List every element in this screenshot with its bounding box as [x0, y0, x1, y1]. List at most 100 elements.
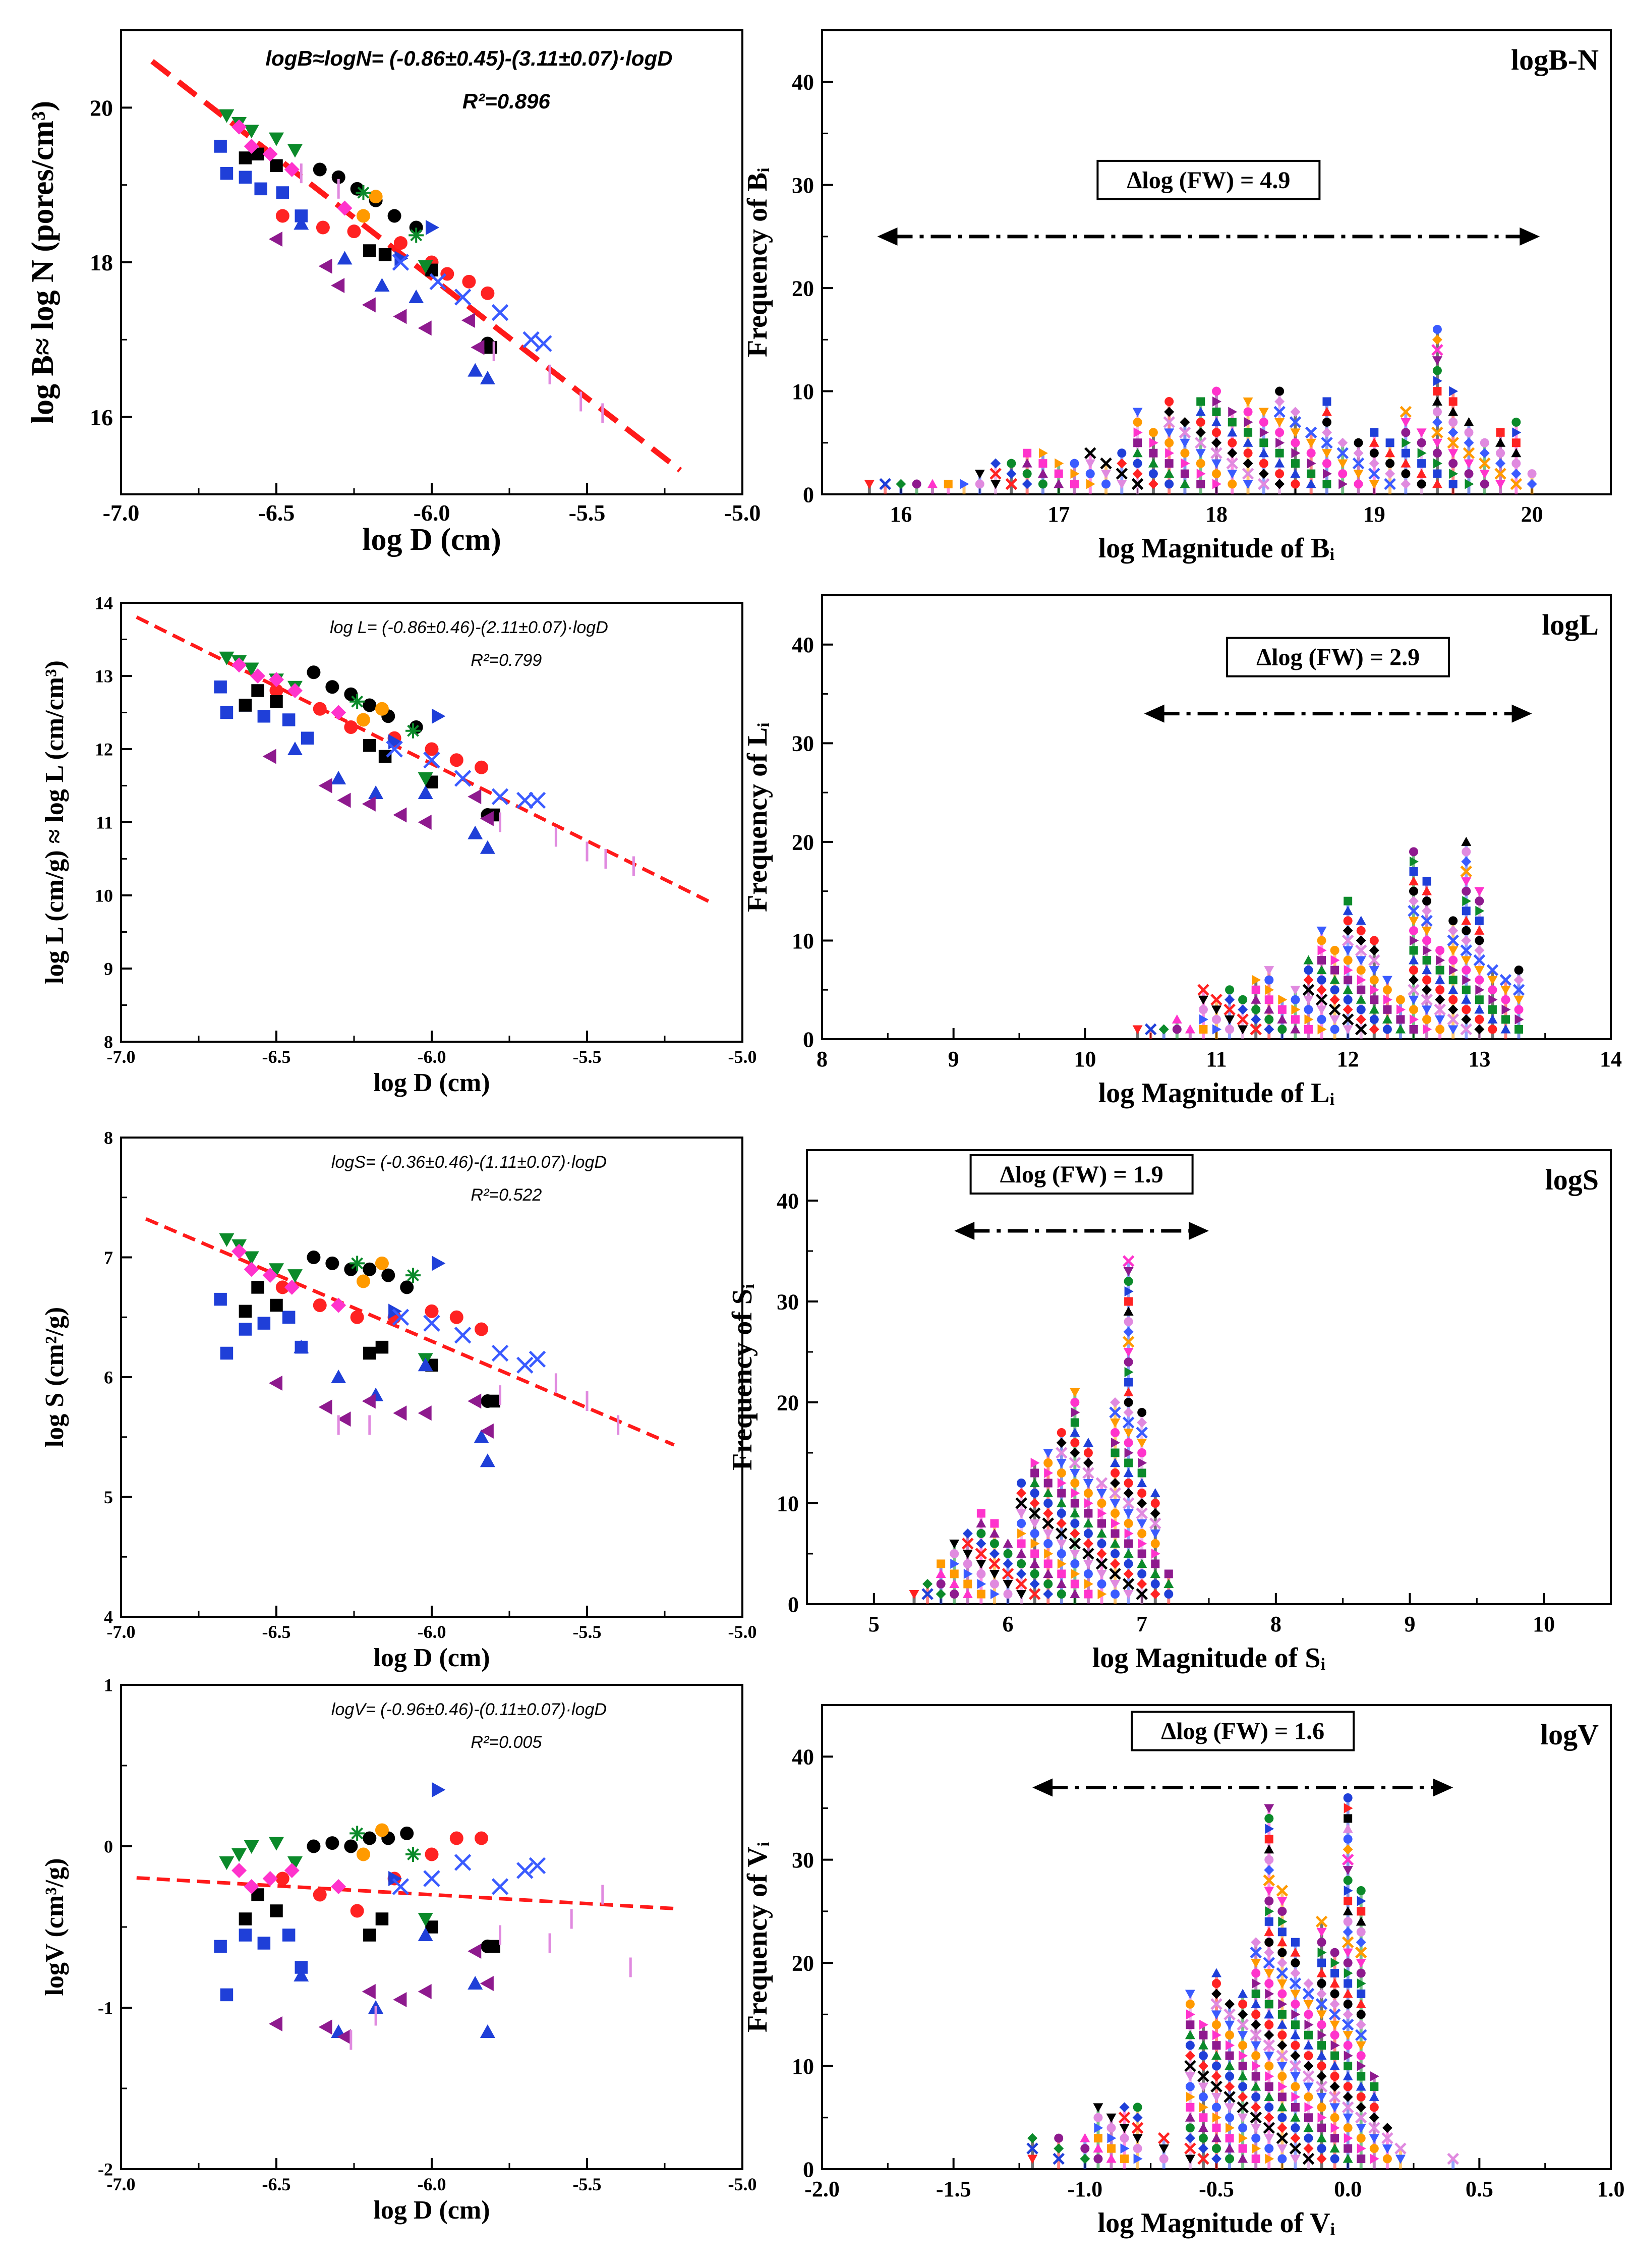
data-point	[220, 706, 234, 719]
bar-marker	[1422, 975, 1432, 985]
frequency-bar	[879, 478, 891, 494]
frequency-bar	[1037, 448, 1048, 494]
bar-marker	[1395, 2154, 1406, 2164]
bar-marker	[1344, 2133, 1353, 2143]
bar-marker	[1356, 2092, 1366, 2102]
bar-marker	[1211, 1989, 1221, 1999]
bar-marker	[1056, 1459, 1067, 1468]
panel-label: logB-N	[1511, 43, 1599, 76]
data-point	[418, 1927, 433, 1941]
bar-marker	[1016, 1488, 1027, 1498]
bar-marker	[1422, 926, 1432, 936]
fwhm-arrow-right-head	[1520, 227, 1540, 246]
bar-marker	[1303, 995, 1314, 1005]
bar-marker	[1353, 470, 1364, 479]
bar-marker	[1465, 479, 1474, 489]
bar-marker	[1228, 418, 1237, 427]
bar-marker	[1148, 458, 1158, 468]
x-tick-label: 20	[1521, 502, 1543, 527]
bar-marker	[1124, 1559, 1133, 1568]
bar-marker	[1384, 478, 1396, 490]
y-tick-label: 30	[792, 1848, 814, 1873]
bar-marker	[1462, 1005, 1471, 1014]
bar-marker	[1291, 2040, 1300, 2050]
frequency-bar	[1148, 428, 1158, 494]
bar-marker	[1124, 1297, 1133, 1306]
bar-marker	[1369, 437, 1379, 447]
bar-marker	[1251, 1999, 1261, 2008]
bar-marker	[1043, 1559, 1053, 1568]
bar-marker	[1264, 2134, 1274, 2143]
data-point	[231, 657, 247, 673]
bar-marker	[1422, 896, 1432, 906]
bar-marker	[1330, 985, 1339, 995]
bar-marker	[1342, 1853, 1354, 1866]
frequency-bar	[1290, 986, 1301, 1039]
bar-marker	[1237, 2019, 1249, 2031]
data-point	[429, 273, 447, 291]
bar-marker	[1110, 1419, 1121, 1428]
x-tick-label: 6	[1003, 1612, 1014, 1636]
bar-marker	[1054, 469, 1063, 478]
y-tick-label: 30	[792, 731, 814, 756]
data-point	[392, 1878, 410, 1895]
bar-marker	[976, 1590, 985, 1599]
bar-marker	[1150, 1569, 1160, 1578]
frequency-bar	[1460, 836, 1473, 1039]
bar-marker	[1138, 1458, 1147, 1468]
frequency-bar	[1328, 1948, 1341, 2169]
y-tick-label: 20	[792, 276, 814, 301]
bar-marker	[1111, 1509, 1120, 1518]
bar-marker	[1122, 1416, 1135, 1429]
bar-marker	[1512, 984, 1525, 996]
bar-marker	[1409, 975, 1419, 985]
bar-marker	[1330, 966, 1339, 975]
bar-marker	[1043, 1569, 1054, 1578]
bar-marker	[1083, 1539, 1093, 1549]
bar-marker	[1514, 966, 1524, 975]
bar-marker	[1264, 2052, 1274, 2061]
bar-marker	[1005, 478, 1018, 490]
data-point	[480, 371, 495, 384]
bar-marker	[1109, 1406, 1121, 1419]
bar-marker	[1243, 458, 1253, 469]
bar-marker	[1474, 887, 1485, 896]
bar-marker	[1044, 1549, 1054, 1559]
frequency-bar	[1122, 1255, 1135, 1604]
frequency-bar	[1093, 2103, 1103, 2169]
data-point	[318, 258, 332, 274]
bar-marker	[927, 479, 938, 488]
bar-marker	[1137, 1478, 1147, 1487]
r-squared: R²=0.522	[471, 1185, 542, 1205]
bar-marker	[1148, 428, 1158, 437]
data-point	[535, 335, 552, 352]
data-point	[287, 683, 303, 698]
y-axis-label: log S (cm²/g)	[40, 1307, 69, 1447]
bar-marker	[1276, 2132, 1289, 2144]
bar-marker	[1016, 1590, 1027, 1599]
bar-marker	[1123, 1348, 1134, 1357]
bar-marker	[1244, 428, 1253, 437]
frequency-bar	[1210, 1968, 1222, 2169]
bar-marker	[1259, 417, 1268, 427]
bar-marker	[1252, 1978, 1261, 1989]
bar-marker	[1447, 1013, 1459, 1026]
bar-marker	[1343, 1999, 1353, 2009]
data-point	[363, 1831, 377, 1845]
bar-marker	[1511, 469, 1522, 479]
bar-marker	[1357, 985, 1366, 994]
bar-marker	[1511, 438, 1521, 447]
x-axis-label: log Magnitude of Sᵢ	[1092, 1642, 1326, 1674]
bar-marker	[1070, 1479, 1080, 1488]
data-point	[347, 224, 361, 239]
bar-marker	[1096, 1489, 1107, 1498]
bar-marker	[1432, 356, 1442, 366]
bar-marker	[1356, 1014, 1366, 1025]
bar-marker	[1290, 2051, 1301, 2061]
frequency-bar	[1197, 984, 1209, 1039]
bar-marker	[1273, 406, 1286, 418]
bar-marker	[1434, 1003, 1446, 1016]
bar-marker	[1276, 2050, 1289, 2062]
x-tick-label: -1.5	[936, 2177, 971, 2201]
bar-marker	[1461, 857, 1472, 867]
